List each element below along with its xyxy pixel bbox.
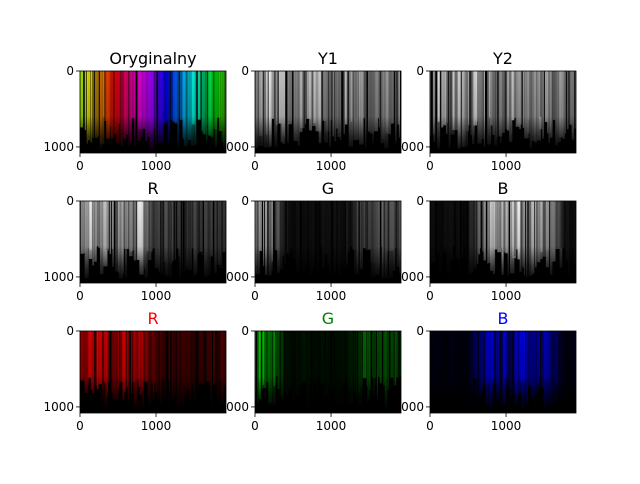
axes-frame xyxy=(79,330,227,414)
x-tick-label: 1000 xyxy=(491,159,522,173)
x-tick-label: 0 xyxy=(76,289,84,303)
image-fade xyxy=(255,71,401,153)
image-area xyxy=(430,201,576,283)
axes-frame xyxy=(79,200,227,284)
image-fade xyxy=(430,71,576,153)
axes-frame xyxy=(429,200,577,284)
subplot-title: G xyxy=(322,309,334,328)
x-tick-label: 1000 xyxy=(316,419,347,433)
subplot-title: R xyxy=(147,179,158,198)
x-tick-label: 1000 xyxy=(141,419,172,433)
y-tick-label: 1000 xyxy=(218,140,249,154)
y-tick-label: 0 xyxy=(416,194,424,208)
image-fade xyxy=(430,201,576,283)
y-tick-label: 1000 xyxy=(43,140,74,154)
image-area xyxy=(80,201,226,283)
x-tick-label: 0 xyxy=(251,419,259,433)
x-tick-label: 1000 xyxy=(491,289,522,303)
y-tick-label: 1000 xyxy=(43,270,74,284)
subplot-title: G xyxy=(322,179,334,198)
axes-frame xyxy=(429,70,577,154)
image-fade xyxy=(80,201,226,283)
image-fade xyxy=(430,331,576,413)
image-area xyxy=(255,71,401,153)
axes-frame xyxy=(429,330,577,414)
y-tick-label: 1000 xyxy=(393,400,424,414)
y-tick-label: 0 xyxy=(66,64,74,78)
y-tick-label: 0 xyxy=(241,324,249,338)
axes-frame xyxy=(79,70,227,154)
subplot-title: Y2 xyxy=(492,49,513,68)
x-tick-label: 0 xyxy=(76,159,84,173)
image-fade xyxy=(255,331,401,413)
subplot-title: R xyxy=(147,309,158,328)
y-tick-label: 0 xyxy=(241,64,249,78)
image-area xyxy=(80,331,226,413)
x-tick-label: 1000 xyxy=(141,289,172,303)
y-tick-label: 1000 xyxy=(393,140,424,154)
image-area xyxy=(80,71,226,153)
axes-frame xyxy=(254,200,402,284)
y-tick-label: 1000 xyxy=(43,400,74,414)
y-tick-label: 0 xyxy=(66,194,74,208)
image-fade xyxy=(80,71,226,153)
y-tick-label: 1000 xyxy=(218,400,249,414)
x-tick-label: 0 xyxy=(426,419,434,433)
image-fade xyxy=(80,331,226,413)
y-tick-label: 0 xyxy=(241,194,249,208)
axes-frame xyxy=(254,330,402,414)
y-tick-label: 0 xyxy=(66,324,74,338)
subplot-title: B xyxy=(498,179,509,198)
y-tick-label: 0 xyxy=(416,64,424,78)
x-tick-label: 1000 xyxy=(316,159,347,173)
y-tick-label: 1000 xyxy=(218,270,249,284)
x-tick-label: 1000 xyxy=(141,159,172,173)
subplot-title: Oryginalny xyxy=(109,49,196,68)
subplot-title: B xyxy=(498,309,509,328)
x-tick-label: 1000 xyxy=(491,419,522,433)
x-tick-label: 0 xyxy=(76,419,84,433)
x-tick-label: 0 xyxy=(426,159,434,173)
x-tick-label: 1000 xyxy=(316,289,347,303)
image-area xyxy=(430,331,576,413)
x-tick-label: 0 xyxy=(251,159,259,173)
image-area xyxy=(255,201,401,283)
subplot-title: Y1 xyxy=(317,49,338,68)
image-fade xyxy=(255,201,401,283)
y-tick-label: 0 xyxy=(416,324,424,338)
image-area xyxy=(430,71,576,153)
axes-frame xyxy=(254,70,402,154)
x-tick-label: 0 xyxy=(251,289,259,303)
x-tick-label: 0 xyxy=(426,289,434,303)
image-area xyxy=(255,331,401,413)
y-tick-label: 1000 xyxy=(393,270,424,284)
